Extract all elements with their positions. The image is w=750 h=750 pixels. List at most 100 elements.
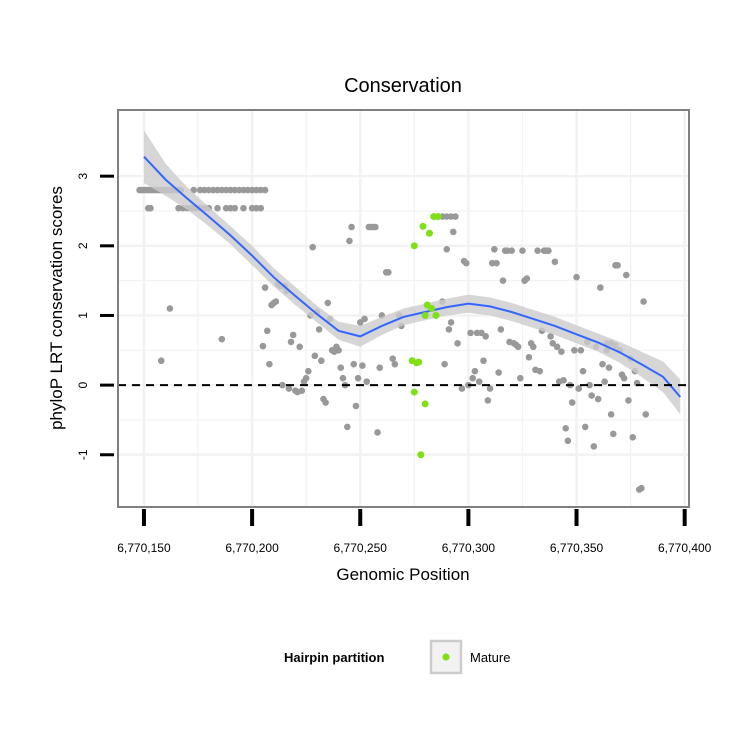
data-point-background — [525, 353, 533, 361]
data-point-background — [218, 335, 226, 343]
data-point-background — [352, 402, 360, 410]
data-point-mature — [419, 222, 427, 230]
data-point-mature — [434, 213, 442, 221]
data-point-background — [385, 268, 392, 276]
data-point-background — [257, 204, 265, 212]
data-point-background — [614, 262, 621, 269]
data-point-background — [263, 327, 271, 335]
data-point-background — [287, 338, 295, 346]
data-point-mature — [421, 311, 429, 319]
data-point-background — [536, 367, 544, 375]
legend: Hairpin partition Mature — [284, 639, 510, 675]
data-point-mature — [425, 229, 433, 237]
data-point-background — [622, 271, 630, 279]
plot-area: 6,770,150 6,770,200 6,770,250 6,770,300 6,77… — [76, 109, 712, 555]
data-point-background — [157, 357, 165, 365]
data-point-background — [359, 362, 366, 369]
data-point-background — [629, 434, 637, 441]
x-axis-title: Genomic Position — [336, 565, 469, 584]
data-point-background — [346, 237, 353, 245]
data-point-background — [376, 364, 384, 372]
data-point-background — [372, 223, 379, 231]
data-point-background — [564, 437, 572, 445]
y-tick-label: 3 — [76, 173, 90, 180]
data-point-background — [337, 364, 345, 372]
y-tick-label: 0 — [76, 381, 90, 388]
data-point-background — [285, 385, 293, 392]
data-point-background — [586, 381, 593, 389]
data-point-background — [482, 333, 489, 340]
data-point-background — [571, 346, 578, 354]
data-point-background — [601, 378, 608, 385]
data-point-mature — [415, 358, 423, 366]
data-point-background — [508, 247, 515, 254]
data-point-background — [469, 374, 477, 382]
data-point-background — [311, 352, 319, 360]
y-tick-label: 2 — [76, 242, 90, 249]
data-point-background — [322, 399, 329, 406]
data-point-background — [266, 360, 273, 368]
data-point-background — [389, 355, 396, 362]
data-point-background — [594, 395, 602, 403]
data-point-background — [573, 273, 580, 281]
data-point-background — [609, 430, 617, 438]
data-point-background — [575, 385, 582, 392]
data-point-background — [642, 411, 650, 418]
data-point-background — [514, 343, 522, 351]
x-tick-label: 6,770,400 — [658, 541, 712, 555]
data-point-background — [374, 429, 381, 436]
data-point-background — [298, 387, 306, 394]
smooth-line — [143, 156, 682, 398]
data-point-background — [296, 343, 303, 351]
data-point-background — [553, 343, 561, 351]
data-point-background — [497, 326, 505, 333]
data-point-background — [638, 484, 645, 492]
data-point-background — [545, 247, 552, 254]
data-point-background — [640, 298, 647, 305]
data-point-background — [449, 228, 457, 236]
data-point-background — [240, 204, 247, 212]
x-tick-label: 6,770,350 — [550, 541, 604, 555]
data-point-background — [363, 378, 371, 385]
data-point-mature — [410, 242, 418, 250]
data-point-background — [558, 348, 565, 355]
data-point-mature — [428, 305, 436, 312]
data-point-background — [335, 346, 342, 354]
data-point-background — [590, 443, 598, 450]
data-point-background — [493, 259, 500, 267]
data-point-background — [348, 223, 355, 231]
data-point-background — [272, 298, 280, 305]
x-tick-label: 6,770,150 — [117, 541, 171, 555]
data-point-background — [519, 247, 526, 254]
legend-label-mature: Mature — [470, 650, 510, 665]
data-point-background — [599, 360, 606, 368]
y-tick-label: -1 — [76, 449, 90, 460]
data-point-background — [343, 423, 351, 431]
data-point-background — [315, 326, 323, 333]
legend-key-mature — [442, 653, 450, 661]
data-point-background — [454, 340, 461, 347]
data-point-background — [447, 319, 455, 326]
data-point-background — [562, 424, 570, 432]
data-point-background — [625, 397, 632, 404]
data-point-background — [534, 247, 541, 254]
data-point-background — [516, 374, 524, 382]
data-point-background — [523, 275, 531, 282]
data-point-background — [491, 245, 498, 253]
data-point-background — [441, 360, 448, 368]
data-point-background — [445, 326, 453, 333]
data-point-mature — [421, 400, 429, 408]
data-point-background — [309, 243, 316, 251]
data-point-background — [302, 374, 310, 382]
data-point-background — [579, 367, 587, 375]
data-point-background — [495, 369, 502, 376]
data-point-background — [324, 299, 332, 307]
y-axis-title: phyloP LRT conservation scores — [47, 186, 66, 430]
x-tick-label: 6,770,300 — [442, 541, 496, 555]
data-point-background — [597, 284, 604, 291]
data-point-mature — [417, 451, 425, 459]
data-point-background — [443, 245, 451, 253]
data-point-background — [499, 277, 507, 284]
data-point-background — [560, 376, 567, 384]
plot-panel-border — [117, 109, 690, 508]
